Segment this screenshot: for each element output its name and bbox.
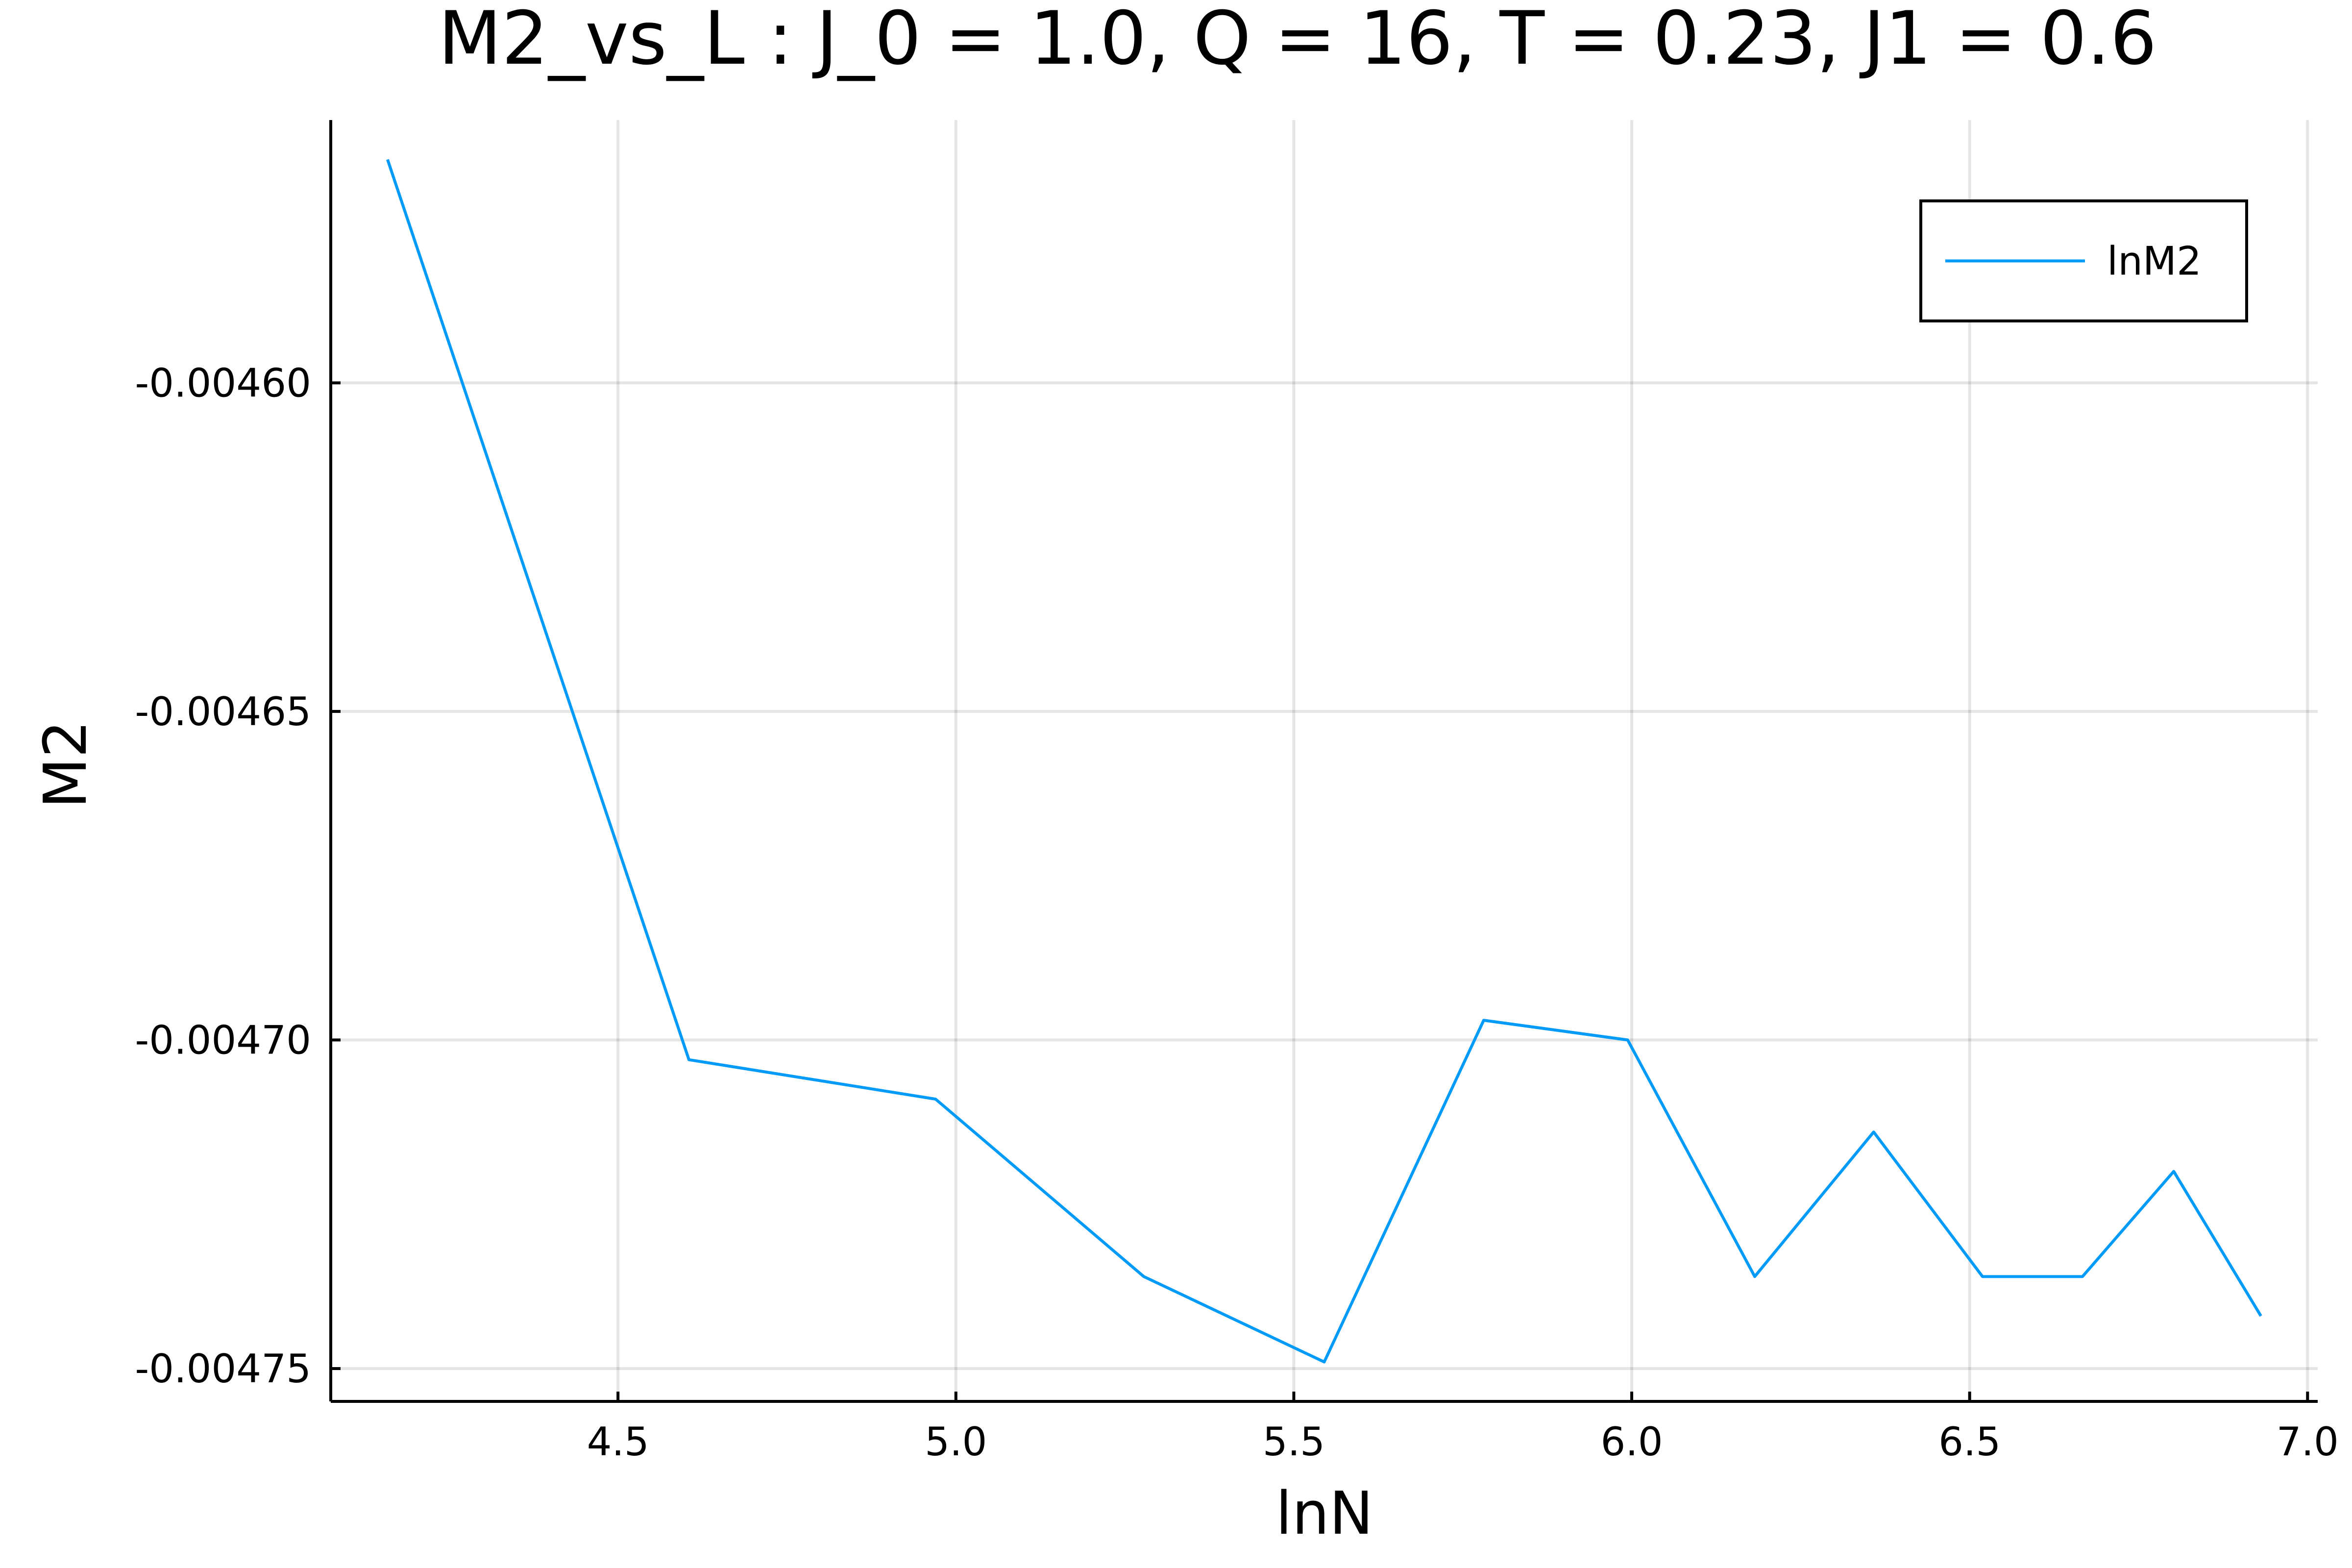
y-tick-label: -0.00475 — [135, 1346, 311, 1392]
x-tick-label: 5.0 — [925, 1419, 987, 1465]
axis-layer: 4.5 5.0 5.5 6.0 6.5 7.0 -0.00460 -0.00465 -0.004… — [135, 120, 2339, 1465]
x-axis-label: lnN — [1275, 1480, 1373, 1548]
y-tick-label: -0.00470 — [135, 1017, 311, 1063]
y-tick-label: -0.00465 — [135, 689, 311, 735]
series-layer — [386, 159, 2262, 1364]
y-axis-label: M2 — [32, 720, 100, 808]
x-tick-label: 7.0 — [2277, 1419, 2339, 1465]
y-tick-label: -0.00460 — [135, 360, 311, 406]
legend: lnM2 — [1919, 199, 2248, 322]
grid-layer — [331, 120, 2318, 1401]
x-tick-label: 4.5 — [587, 1419, 649, 1465]
x-tick-label: 6.5 — [1938, 1419, 2001, 1465]
x-tick-label: 6.0 — [1600, 1419, 1663, 1465]
legend-label: lnM2 — [2107, 239, 2202, 284]
series-line-lnm2 — [386, 159, 2262, 1364]
chart-title: M2_vs_L : J_0 = 1.0, Q = 16, T = 0.23, J… — [438, 0, 2157, 81]
x-tick-label: 5.5 — [1263, 1419, 1325, 1465]
